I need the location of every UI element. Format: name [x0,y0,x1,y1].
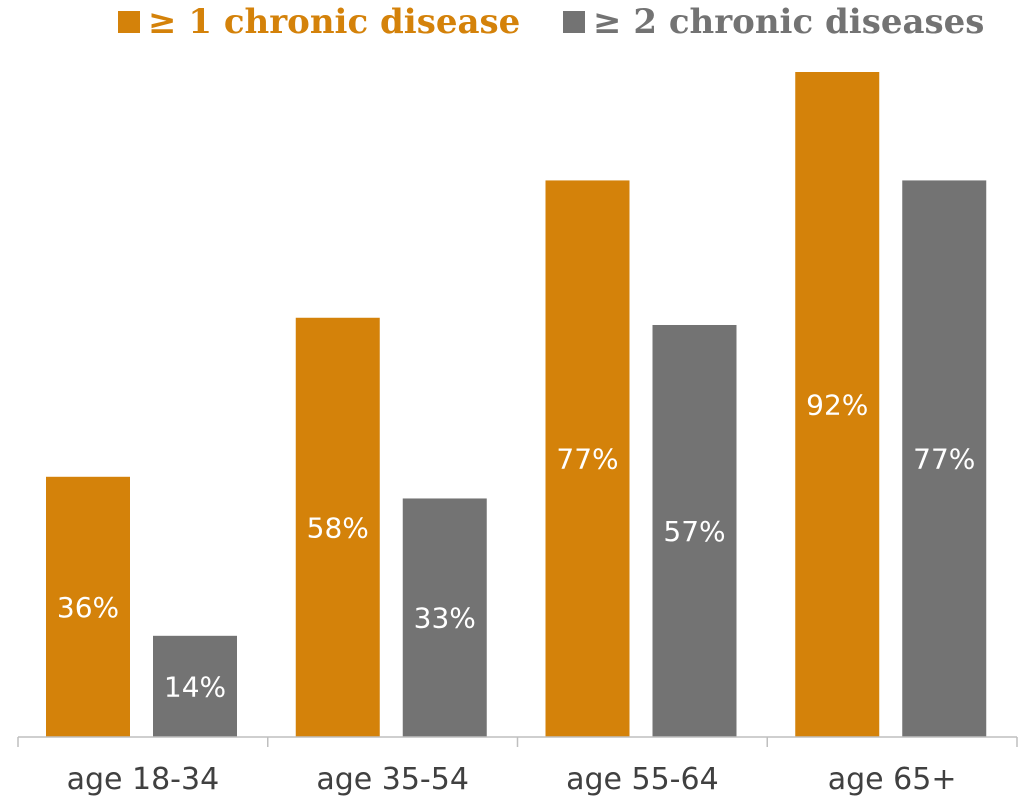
bars [46,72,987,737]
data-label: 77% [913,443,975,476]
x-tick-label: age 65+ [828,762,957,797]
bar-1-2 [295,317,380,737]
x-axis: age 18-34 age 35-54 age 55-64 age 65+ [17,736,1018,797]
bar-1-4 [795,72,880,737]
legend-label: ≥ 1 chronic disease [148,2,520,42]
data-labels: 36% 14% 58% 33% 77% 57% 92% 77% [57,389,975,704]
bar-2-3 [652,324,737,737]
legend-swatch [118,11,140,33]
data-label: 57% [663,515,725,548]
data-label: 14% [164,670,226,703]
x-tick-label: age 35-54 [316,762,469,797]
data-label: 33% [414,602,476,635]
data-label: 36% [57,591,119,624]
legend: ≥ 1 chronic disease ≥ 2 chronic diseases [118,2,984,42]
bar-2-1 [153,635,237,737]
bar-1-3 [545,180,630,737]
data-label: 92% [806,389,868,422]
legend-swatch [563,11,585,33]
bar-1-1 [46,476,130,737]
data-label: 77% [556,443,618,476]
bar-2-4 [902,180,987,737]
legend-label: ≥ 2 chronic diseases [593,2,984,42]
bar-2-2 [402,498,487,737]
x-tick-label: age 55-64 [566,762,719,797]
x-tick-label: age 18-34 [67,762,220,797]
data-label: 58% [307,511,369,544]
